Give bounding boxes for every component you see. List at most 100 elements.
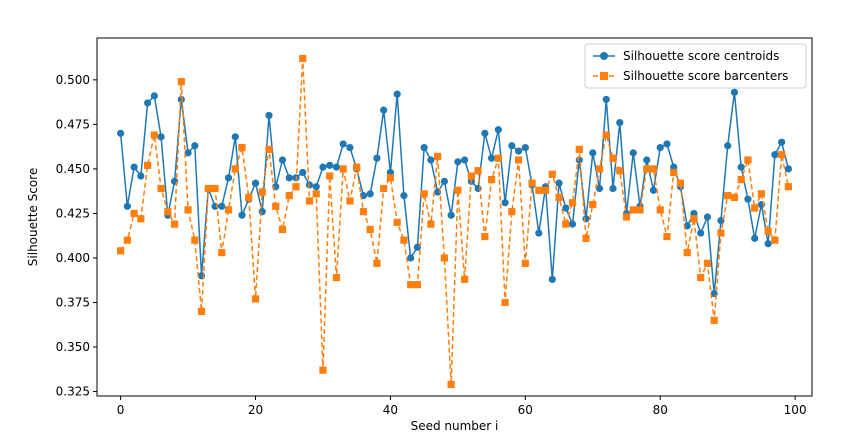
data-point (703, 259, 712, 267)
data-point (191, 236, 199, 244)
y-tick-label: 0.325 (56, 385, 90, 399)
data-point (184, 206, 192, 214)
series-1 (117, 54, 792, 389)
data-point (265, 111, 273, 120)
data-point (373, 259, 381, 267)
axes-layer: 0 20 40 60 80 100 0.325 0.350 0.375 0.400 0.425 0.4… (56, 37, 813, 417)
data-point (616, 167, 624, 175)
data-point (447, 211, 455, 219)
data-point (609, 154, 617, 162)
data-point (501, 199, 509, 207)
data-point (177, 95, 185, 104)
data-point (461, 156, 469, 164)
y-tick-label: 0.475 (56, 117, 90, 131)
data-point (622, 213, 631, 221)
data-point (521, 259, 529, 267)
data-point (305, 181, 314, 189)
data-point (251, 295, 260, 303)
data-point (393, 90, 401, 98)
data-point (312, 190, 320, 198)
data-point (562, 204, 570, 212)
data-point (582, 215, 590, 223)
data-point (420, 190, 428, 198)
data-point (380, 106, 388, 114)
data-point (717, 216, 725, 225)
data-point (117, 129, 125, 137)
data-point (339, 165, 347, 173)
data-point (521, 143, 529, 152)
data-point (143, 99, 152, 107)
legend-marker-barcenters (600, 72, 608, 80)
data-point (467, 172, 475, 180)
data-point (420, 143, 428, 152)
x-tick-label: 100 (784, 403, 807, 417)
data-point (278, 156, 287, 164)
data-point (299, 168, 307, 177)
data-point (319, 366, 327, 374)
legend-box (584, 43, 807, 89)
x-tick-label: 60 (518, 403, 533, 417)
data-point (312, 183, 320, 191)
data-point (724, 192, 732, 200)
data-point (514, 147, 523, 155)
data-point (440, 177, 448, 185)
data-point (778, 138, 786, 146)
y-tick-label: 0.500 (56, 73, 90, 87)
data-point (251, 179, 260, 187)
data-point (481, 232, 489, 241)
data-point (481, 129, 489, 137)
data-point (117, 247, 125, 255)
y-tick-label: 0.375 (56, 295, 90, 309)
data-point (629, 149, 637, 157)
legend-marker-centroids (600, 52, 608, 60)
data-point (602, 131, 610, 139)
data-point (413, 281, 421, 289)
data-point (757, 190, 766, 198)
data-point (164, 208, 172, 216)
data-point (730, 193, 739, 202)
data-point (663, 232, 671, 241)
data-point (778, 151, 786, 159)
data-point (238, 211, 246, 219)
data-point (602, 95, 610, 104)
data-point (663, 140, 671, 148)
data-point (528, 179, 536, 187)
data-point (258, 208, 266, 216)
data-point (434, 152, 442, 161)
data-point (454, 158, 462, 166)
data-point (683, 249, 691, 257)
data-point (407, 281, 415, 289)
y-tick-label: 0.450 (56, 162, 90, 176)
data-point (359, 208, 368, 216)
data-point (548, 275, 556, 283)
data-point (319, 163, 327, 171)
data-point (717, 229, 725, 237)
series-layer (117, 54, 792, 389)
data-point (292, 183, 300, 191)
data-point (595, 165, 604, 173)
data-point (649, 186, 658, 194)
data-point (130, 209, 138, 218)
y-tick-label: 0.400 (56, 251, 90, 265)
data-point (170, 220, 179, 228)
data-point (562, 220, 570, 228)
data-point (278, 225, 287, 234)
data-point (143, 161, 152, 169)
data-point (413, 243, 421, 251)
data-point (440, 254, 448, 262)
data-point (568, 220, 577, 228)
data-point (494, 154, 502, 162)
data-point (508, 142, 516, 150)
data-point (130, 163, 138, 171)
data-point (649, 165, 658, 173)
data-point (643, 156, 651, 164)
data-point (346, 143, 354, 152)
data-point (575, 145, 583, 153)
data-point (191, 142, 199, 150)
data-point (589, 200, 597, 209)
data-point (724, 142, 732, 150)
data-point (211, 184, 219, 193)
data-point (541, 186, 550, 194)
legend: Silhouette score centroids Silhouette sc… (584, 43, 807, 89)
